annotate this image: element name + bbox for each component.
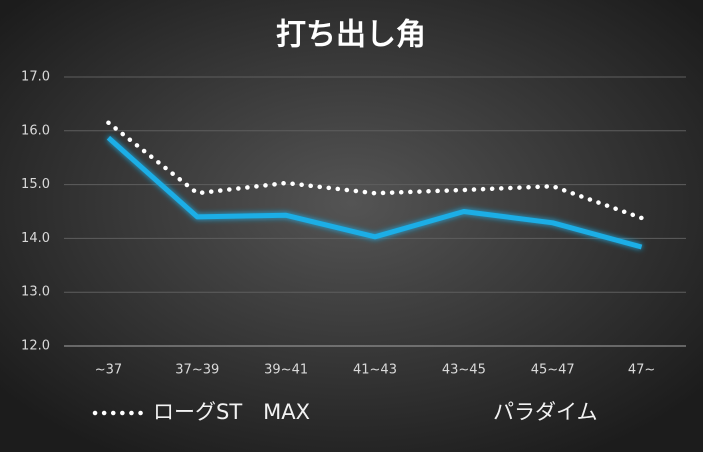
series-line bbox=[106, 120, 644, 221]
y-tick-label: 15.0 bbox=[21, 177, 50, 192]
chart-title: 打ち出し角 bbox=[276, 18, 426, 53]
series-line bbox=[106, 135, 643, 250]
y-tick-label: 17.0 bbox=[21, 70, 50, 85]
y-tick-label: 12.0 bbox=[21, 339, 50, 354]
legend-label: パラダイム bbox=[493, 400, 598, 424]
y-tick-label: 14.0 bbox=[21, 231, 50, 246]
y-tick-label: 13.0 bbox=[21, 285, 50, 300]
x-tick-label: 43~45 bbox=[442, 363, 486, 378]
x-tick-label: 47~ bbox=[628, 363, 655, 378]
legend-label: ローグST MAX bbox=[153, 400, 310, 424]
x-tick-label: 39~41 bbox=[264, 363, 308, 378]
x-tick-label: 45~47 bbox=[531, 363, 575, 378]
x-tick-label: 41~43 bbox=[353, 363, 397, 378]
x-tick-label: ~37 bbox=[95, 363, 122, 378]
x-tick-label: 37~39 bbox=[175, 363, 219, 378]
y-tick-label: 16.0 bbox=[21, 123, 50, 138]
